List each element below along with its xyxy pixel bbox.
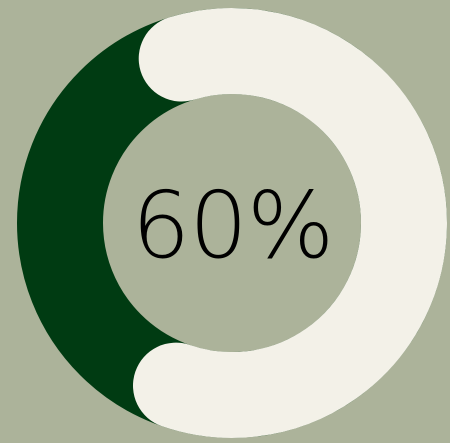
progress-percentage-label: 60%: [131, 171, 334, 279]
progress-ring-fill: [133, 8, 447, 438]
